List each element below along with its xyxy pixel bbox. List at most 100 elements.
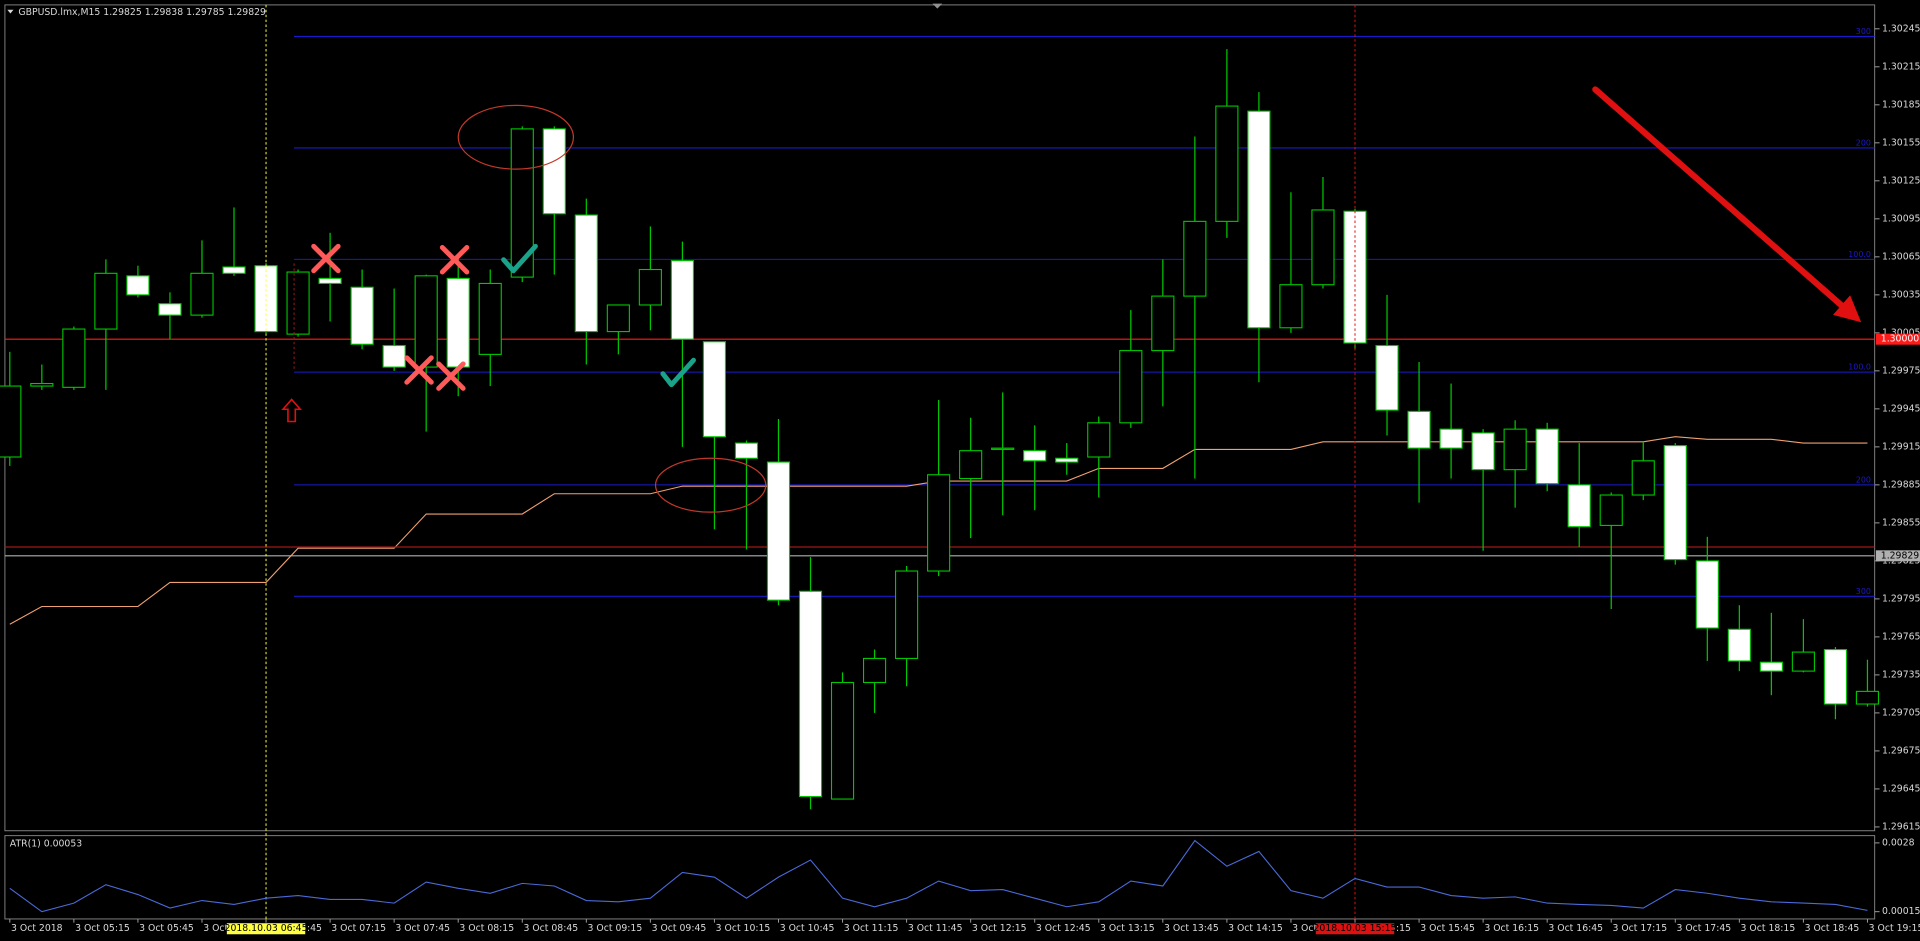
y-tick-label: 1.29975 (1882, 365, 1920, 376)
candle-body (1567, 484, 1591, 528)
candle-body (1695, 560, 1719, 629)
candle-body (734, 442, 759, 459)
candle-body (30, 382, 54, 387)
x-tick-label: 3 Oct 17:15 (1612, 923, 1667, 934)
price-label: 1.30000 (1881, 334, 1920, 345)
candle-body (0, 385, 22, 458)
candle-body (1503, 428, 1527, 471)
candle-body (1471, 432, 1495, 471)
x-tick-label: 3 Oct 16:15 (1484, 923, 1539, 934)
time-marker-box (226, 923, 306, 935)
title-menu-icon (7, 9, 14, 14)
x-tick-label: 3 Oct 10:15 (716, 923, 771, 934)
candle-body (158, 303, 182, 316)
candle-body (542, 128, 566, 215)
candle-body (670, 260, 694, 340)
y-tick-label: 1.29915 (1882, 441, 1920, 452)
time-marker-label: 2018.10.03 06:45 (225, 923, 308, 934)
candle-body (766, 461, 791, 601)
candle-body (286, 271, 310, 335)
price-label-box (1875, 550, 1920, 562)
time-marker-label: 2018.10.03 15:15 (1314, 923, 1397, 934)
x-tick-label: 3 Oct 07:15 (331, 923, 386, 934)
level-label: 300 (1856, 27, 1871, 36)
x-tick-label: 3 Oct 17:45 (1677, 923, 1732, 934)
y-tick-label: 1.30155 (1882, 137, 1920, 148)
check-mark (660, 357, 696, 388)
x-tick-label: 3 Oct 18:15 (1741, 923, 1796, 934)
candle-body (1855, 690, 1880, 705)
x-tick-label: 3 Oct 12:45 (1036, 923, 1091, 934)
trend-arrow-head (1832, 295, 1862, 323)
x-tick-label: 3 Oct 11:15 (844, 923, 899, 934)
candle-body (1087, 422, 1111, 458)
x-tick-label: 3 Oct 07:45 (395, 923, 450, 934)
x-tick-label: 3 Oct 18:45 (1805, 923, 1860, 934)
candle-body (126, 275, 150, 296)
candle-body (638, 268, 662, 306)
candle-body (1599, 494, 1623, 526)
cross-mark (436, 361, 466, 391)
cross-mark (311, 243, 341, 274)
y-tick-label: 1.29945 (1882, 403, 1920, 414)
y-tick-label: 1.29675 (1882, 745, 1920, 756)
level-label: 300 (1856, 587, 1871, 596)
check-mark (501, 243, 538, 274)
candle-body (1151, 295, 1175, 352)
atr-title: ATR(1) 0.00053 (10, 839, 82, 850)
level-label: 100.0 (1848, 363, 1871, 372)
candle-body (1023, 450, 1047, 462)
candle-body (1663, 445, 1687, 561)
cross-mark (404, 355, 434, 385)
candle-body (1631, 460, 1655, 496)
candle-body (1439, 428, 1463, 449)
shift-marker (932, 3, 943, 9)
up-arrow (281, 398, 302, 423)
x-tick-label: 3 Oct 2018 (11, 923, 63, 934)
cross-marks (311, 243, 470, 391)
candle-body (478, 282, 502, 355)
y-tick-label: 1.30005 (1882, 327, 1920, 338)
x-tick-label: 3 Oct 08:15 (459, 923, 514, 934)
candle-body (830, 681, 855, 800)
x-tick-label: 3 Oct 16:45 (1548, 923, 1603, 934)
y-tick-label: 1.29795 (1882, 593, 1920, 604)
candle-body (1247, 110, 1271, 329)
candle-body (62, 328, 86, 388)
x-tick-label: 3 Oct 10:45 (780, 923, 835, 934)
y-tick-label: 1.30065 (1882, 251, 1920, 262)
candle-body (510, 128, 534, 278)
candle-body (895, 570, 919, 659)
y-tick-label: 0.00015 (1882, 906, 1920, 917)
y-tick-label: 1.29735 (1882, 669, 1920, 680)
y-tick-label: 1.30245 (1882, 23, 1920, 34)
candle-body (1119, 350, 1143, 424)
y-tick-label: 1.29615 (1882, 821, 1920, 832)
candle-body (702, 341, 727, 438)
candle-body (318, 277, 342, 284)
candle-body (446, 277, 470, 368)
x-tick-label: 3 Oct 12:15 (972, 923, 1027, 934)
candle-body (959, 450, 983, 480)
price-label: 1.29829 (1881, 550, 1920, 561)
candle-body (1535, 428, 1559, 485)
y-tick-label: 1.30125 (1882, 175, 1920, 186)
candle-body (927, 474, 951, 572)
candle-body (798, 590, 823, 798)
highlight-ellipse (457, 104, 575, 170)
candle-body (382, 344, 406, 368)
level-label: 200 (1856, 475, 1871, 484)
x-tick-label: 3 Oct 05:45 (139, 923, 194, 934)
x-tick-label: 3 Oct 08:45 (523, 923, 578, 934)
candle-body (862, 657, 887, 684)
y-tick-label: 1.29855 (1882, 517, 1920, 528)
y-tick-label: 1.30185 (1882, 99, 1920, 110)
chart-title: GBPUSD.lmx,M15 1.29825 1.29838 1.29785 1… (18, 7, 266, 18)
candle-body (1823, 649, 1848, 705)
x-tick-label: 3 Oct 05:15 (75, 923, 130, 934)
cross-mark (439, 245, 470, 275)
candle-body (94, 272, 118, 330)
plot: 300 200 100.0 100.0 200 300 1.30245 1.30215 1.30… (0, 4, 1920, 935)
